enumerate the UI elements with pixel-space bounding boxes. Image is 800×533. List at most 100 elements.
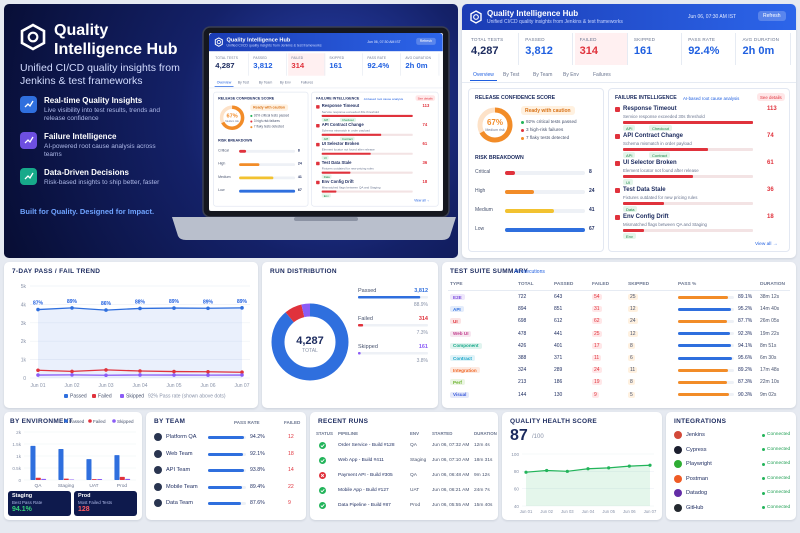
dashboard-subtitle: Unified CI/CD quality insights from Jenk… bbox=[487, 19, 623, 25]
laptop-screen: Quality Intelligence Hub Unified CI/CD qu… bbox=[209, 33, 443, 211]
hero-panel: Quality Intelligence Hub Unified CI/CD qu… bbox=[4, 4, 458, 258]
tab[interactable]: Overview bbox=[214, 79, 234, 87]
cell: 12 bbox=[628, 306, 638, 313]
cell: 851 bbox=[554, 306, 563, 313]
tab[interactable]: Failures bbox=[300, 80, 314, 85]
failure-text: Fixtures outdated for new pricing rules bbox=[321, 166, 374, 171]
details-badge[interactable]: See details bbox=[757, 93, 785, 101]
feature-title: Failure Intelligence bbox=[44, 132, 117, 141]
kpi-label: PASSED bbox=[253, 56, 267, 60]
kpi-label: SKIPPED bbox=[633, 37, 656, 42]
bar bbox=[119, 476, 125, 480]
timestamp: Jun 06, 07:30 AM IST bbox=[688, 14, 737, 20]
duration: 14m 40s bbox=[760, 306, 780, 313]
tab[interactable]: By Env bbox=[563, 72, 579, 78]
legend-track bbox=[358, 324, 428, 327]
integration-status: Connected bbox=[767, 432, 791, 437]
failure-title: UI Selector Broken bbox=[321, 142, 360, 147]
kpi-value: 161 bbox=[329, 61, 343, 71]
tab[interactable]: By Test bbox=[237, 80, 250, 85]
cell: 12 bbox=[628, 330, 638, 337]
failure-icon bbox=[316, 161, 320, 166]
kpi-value: 2h 0m bbox=[405, 61, 428, 71]
cell: 19 bbox=[592, 379, 602, 386]
started: Jun 06, 07:10 AM bbox=[432, 458, 470, 463]
runs-panel: RECENT RUNS STATUS PIPELINE ENV STARTED DURAT… bbox=[310, 412, 498, 520]
donut-center-value: 4,287 bbox=[296, 335, 324, 347]
highlight-label: Staging bbox=[12, 493, 33, 499]
team-name: Web Team bbox=[166, 450, 193, 457]
legend-label: Skipped bbox=[117, 419, 134, 424]
cell: 62 bbox=[592, 318, 602, 325]
risk-count: 41 bbox=[297, 175, 302, 180]
bar bbox=[35, 477, 41, 480]
refresh-button[interactable]: Refresh bbox=[416, 37, 436, 45]
view-all-link[interactable]: View all → bbox=[755, 242, 778, 247]
kpi-label: PASS RATE bbox=[367, 56, 387, 60]
kpi-card: AVG DURATION 2h 0m bbox=[738, 33, 791, 65]
cell: 11 bbox=[628, 367, 638, 374]
details-badge[interactable]: See details bbox=[415, 95, 435, 101]
tab[interactable]: By Test bbox=[503, 72, 520, 78]
kpi-card: FAILED 314 bbox=[287, 53, 325, 76]
kpi-card: PASSED 3,812 bbox=[520, 33, 574, 65]
duration: 19m 22s bbox=[760, 330, 780, 337]
failure-bar bbox=[623, 202, 665, 205]
point bbox=[240, 370, 244, 375]
pass-bar bbox=[208, 485, 242, 489]
column-header: FAILED bbox=[592, 282, 610, 287]
column-header: SKIPPED bbox=[628, 282, 650, 287]
cell: 612 bbox=[554, 318, 563, 325]
score-suffix: /100 bbox=[532, 434, 544, 440]
failure-count: 18 bbox=[767, 214, 774, 220]
failure-tag: API bbox=[623, 125, 636, 131]
duration: 24m 7s bbox=[474, 488, 490, 493]
failure-card: FAILURE INTELLIGENCE AI-based root cause … bbox=[608, 88, 790, 252]
logo-icon bbox=[214, 37, 223, 47]
failure-count: 36 bbox=[767, 187, 774, 193]
x-tick-label: Jun 04 bbox=[582, 509, 595, 514]
type-pill: Integration bbox=[450, 367, 480, 374]
laptop-base bbox=[172, 217, 456, 240]
y-tick-label: 100 bbox=[511, 452, 519, 457]
failure-count: 74 bbox=[767, 133, 774, 139]
legend-share: 3.8% bbox=[417, 358, 429, 364]
kpi-card: PASS RATE 92.4% bbox=[683, 33, 737, 65]
card-title: RELEASE CONFIDENCE SCORE bbox=[475, 95, 556, 101]
kpi-card: TOTAL TESTS 4,287 bbox=[212, 53, 249, 76]
tab[interactable]: By Team bbox=[258, 80, 273, 85]
kpi-card: PASS RATE 92.4% bbox=[364, 53, 401, 76]
tab[interactable]: By Env bbox=[279, 80, 291, 85]
status-bg bbox=[319, 442, 326, 449]
pass-label: 89.4% bbox=[250, 483, 265, 490]
pass-label: 95.6% bbox=[738, 355, 753, 361]
y-tick-label: 40 bbox=[514, 504, 520, 509]
legend-label: Failed bbox=[98, 394, 112, 400]
feature-icon bbox=[20, 132, 37, 149]
x-tick-label: Jun 05 bbox=[602, 509, 615, 514]
started: Jun 06, 06:48 AM bbox=[432, 473, 470, 478]
dashboard-title: Quality Intelligence Hub bbox=[226, 36, 291, 43]
note-dot bbox=[521, 121, 524, 124]
env: QA bbox=[410, 473, 417, 478]
point bbox=[138, 373, 142, 377]
point-label: 89% bbox=[203, 299, 214, 305]
tab[interactable]: By Team bbox=[533, 72, 553, 78]
failure-tag: Data bbox=[623, 206, 638, 212]
pass-label: 87.6% bbox=[250, 500, 265, 506]
divider bbox=[462, 82, 796, 83]
failure-tag: Data bbox=[321, 174, 332, 179]
failure-tag: Env bbox=[623, 233, 636, 239]
refresh-button[interactable]: Refresh bbox=[758, 11, 786, 21]
avatar bbox=[154, 433, 162, 441]
risk-track bbox=[239, 162, 296, 166]
legend-bar bbox=[358, 296, 421, 299]
y-tick-label: 60 bbox=[514, 486, 520, 491]
cell: 11 bbox=[592, 355, 602, 361]
tab[interactable]: Overview bbox=[470, 70, 497, 81]
tab[interactable]: Failures bbox=[593, 72, 611, 78]
dashboard-subtitle: Unified CI/CD quality insights from Jenk… bbox=[226, 43, 322, 48]
point bbox=[545, 468, 549, 473]
health-chart: 40 60 80 100 Jun 01 Jun 02 Jun 03 Jun 04 Jun 05 J… bbox=[511, 452, 657, 514]
view-all-link[interactable]: View all → bbox=[414, 199, 430, 204]
